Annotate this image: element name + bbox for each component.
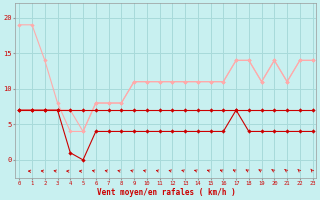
X-axis label: Vent moyen/en rafales ( km/h ): Vent moyen/en rafales ( km/h ) (97, 188, 235, 197)
